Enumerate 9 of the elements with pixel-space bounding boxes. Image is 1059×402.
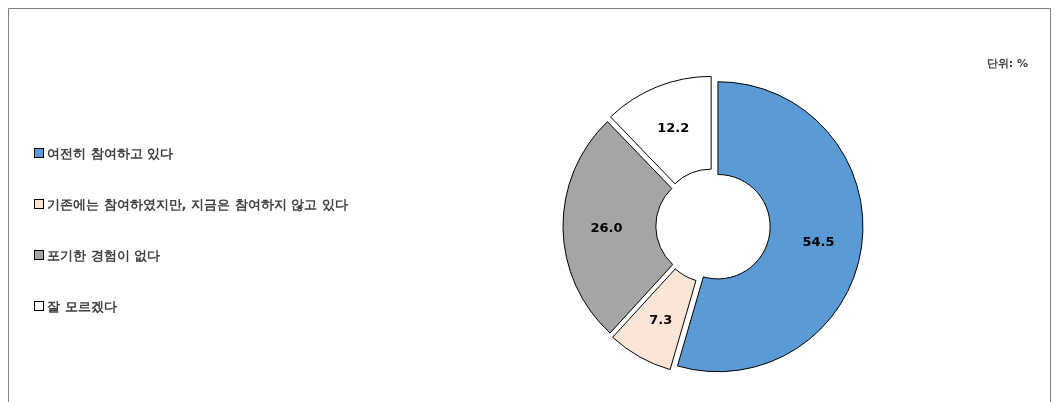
data-label: 12.2 (657, 120, 690, 136)
text: 단위: % (986, 57, 1028, 70)
legend-label: 포기한 경험이 없다 (47, 248, 161, 263)
data-label: 26.0 (590, 220, 623, 236)
legend-label: 기존에는 참여하였지만, 지금은 참여하지 않고 있다 (47, 197, 348, 212)
data-label: 7.3 (649, 311, 673, 327)
legend-label: 잘 모르겠다 (47, 299, 117, 314)
legend-label: 여전히 참여하고 있다 (47, 146, 174, 161)
data-label: 54.5 (802, 234, 835, 250)
